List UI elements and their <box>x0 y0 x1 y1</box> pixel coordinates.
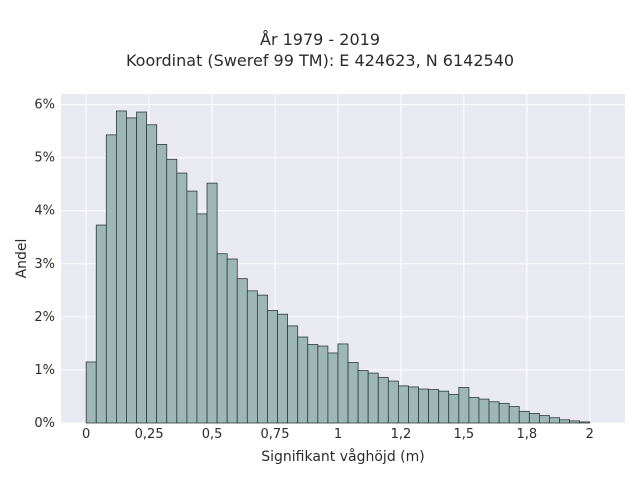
y-tick-label: 4% <box>34 204 55 219</box>
histogram-bar <box>579 421 591 424</box>
histogram-bar <box>367 372 379 424</box>
histogram-bar <box>327 352 339 424</box>
histogram-bar <box>115 110 127 424</box>
histogram-bar <box>418 388 430 424</box>
histogram-bar <box>337 343 349 424</box>
histogram-bar <box>538 415 550 424</box>
histogram-bar <box>287 325 299 424</box>
y-tick-label: 3% <box>34 257 55 272</box>
histogram-bar <box>226 258 238 424</box>
y-tick-label: 0% <box>34 416 55 431</box>
x-tick-label: 0,25 <box>135 427 164 442</box>
histogram-bar <box>488 401 500 424</box>
histogram-bar <box>397 385 409 424</box>
y-tick-label: 2% <box>34 310 55 325</box>
y-tick-label: 1% <box>34 363 55 378</box>
histogram-bar <box>377 376 389 424</box>
histogram-bar <box>176 172 188 424</box>
histogram-bar <box>196 213 208 424</box>
histogram-bar <box>498 402 510 424</box>
chart-subtitle: Koordinat (Sweref 99 TM): E 424623, N 61… <box>125 51 515 70</box>
histogram-bar <box>317 345 329 424</box>
y-tick-label: 5% <box>34 151 55 166</box>
histogram-bar <box>146 124 158 424</box>
histogram-bar <box>206 182 218 424</box>
histogram-bar <box>559 419 571 424</box>
histogram-bar <box>307 344 319 424</box>
y-axis-label: Andel <box>14 239 30 279</box>
histogram-bar <box>85 361 97 424</box>
histogram-bar <box>387 380 399 424</box>
histogram-bar <box>267 310 278 424</box>
histogram-bar <box>428 389 440 424</box>
x-axis-label: Signifikant våghöjd (m) <box>261 448 424 465</box>
histogram-bar <box>156 144 168 424</box>
histogram-bar <box>166 158 178 424</box>
histogram-bar <box>478 398 490 424</box>
histogram-bar <box>277 313 289 424</box>
histogram-bar <box>186 190 198 424</box>
histogram-bar <box>95 224 107 424</box>
x-tick-label: 0 <box>82 427 90 442</box>
x-tick-label: 1 <box>334 427 342 442</box>
histogram-bar <box>448 393 460 424</box>
histogram-bar <box>458 387 470 424</box>
histogram-bar <box>256 294 268 424</box>
histogram-bar <box>528 413 540 424</box>
histogram-bar <box>438 390 450 424</box>
x-tick-label: 1,2 <box>391 427 412 442</box>
histogram-bar <box>126 117 137 424</box>
histogram-bar <box>518 410 530 424</box>
histogram-bar <box>246 290 258 424</box>
x-tick-label: 0,75 <box>261 427 290 442</box>
x-tick-label: 1,5 <box>454 427 475 442</box>
histogram-bar <box>236 278 248 424</box>
histogram-bar <box>569 420 581 424</box>
histogram-bar <box>549 417 560 424</box>
histogram-bar <box>408 386 419 424</box>
histogram-bar <box>105 134 117 424</box>
x-tick-label: 1,8 <box>516 427 537 442</box>
x-tick-label: 2 <box>586 427 594 442</box>
histogram-bar <box>468 397 480 424</box>
histogram-bar <box>357 370 369 424</box>
histogram-bar <box>136 111 148 424</box>
x-tick-label: 0,5 <box>202 427 223 442</box>
histogram-bar <box>508 406 520 424</box>
histogram-bar <box>297 336 309 424</box>
y-tick-label: 6% <box>34 98 55 113</box>
histogram-bar <box>216 253 228 424</box>
histogram-bar <box>347 362 359 424</box>
chart-title: År 1979 - 2019 <box>260 30 380 49</box>
